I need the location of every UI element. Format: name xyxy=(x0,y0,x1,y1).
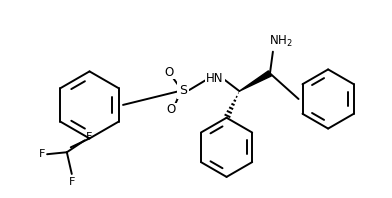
Text: F: F xyxy=(69,177,75,187)
Text: O: O xyxy=(167,103,176,116)
Text: F: F xyxy=(86,132,93,142)
Text: O: O xyxy=(165,66,174,79)
Text: HN: HN xyxy=(206,72,223,85)
Text: NH$_2$: NH$_2$ xyxy=(269,34,293,49)
Text: S: S xyxy=(179,84,187,97)
Text: F: F xyxy=(39,149,45,159)
Polygon shape xyxy=(240,71,271,91)
